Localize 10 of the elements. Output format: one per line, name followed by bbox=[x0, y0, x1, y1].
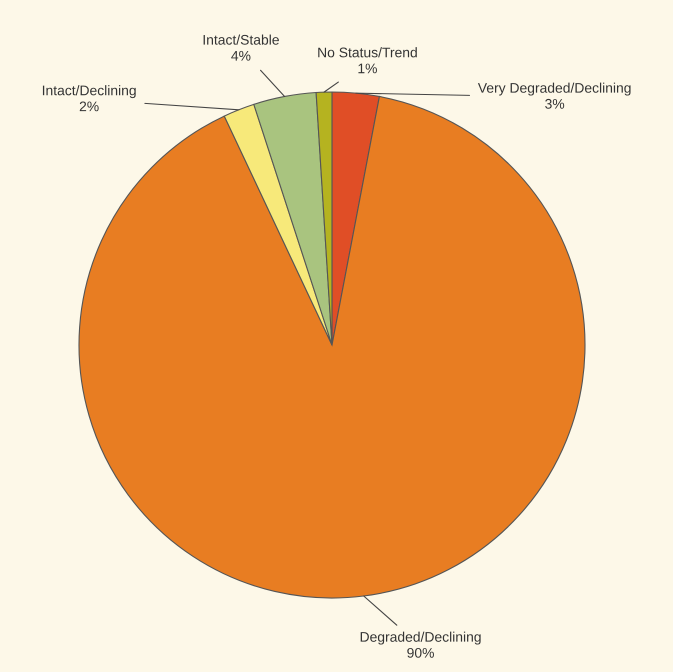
slice-label: No Status/Trend bbox=[318, 47, 417, 58]
slice-label: Degraded/Declining bbox=[360, 632, 481, 645]
data-label: 90% bbox=[407, 648, 434, 658]
data-label: 3% bbox=[545, 98, 564, 109]
slice-label: Very Degraded/Declining bbox=[478, 82, 631, 96]
data-label: 2% bbox=[80, 101, 99, 112]
data-label: 1% bbox=[358, 64, 377, 74]
data-label: 4% bbox=[231, 50, 250, 61]
slice-label: Intact/Declining bbox=[42, 85, 136, 98]
slice-label: Intact/Stable bbox=[204, 34, 279, 45]
